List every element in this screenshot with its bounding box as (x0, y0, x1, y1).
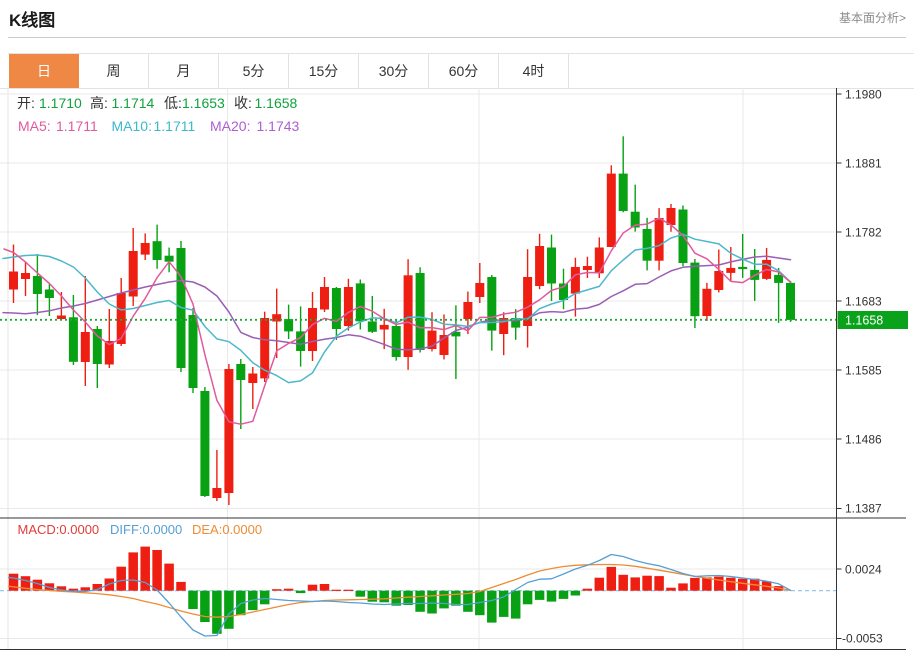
svg-text:0.0024: 0.0024 (845, 563, 882, 577)
svg-text:1.1486: 1.1486 (845, 433, 882, 447)
svg-text:1.1585: 1.1585 (845, 364, 882, 378)
svg-text:1.1980: 1.1980 (845, 87, 882, 101)
svg-text:1.1782: 1.1782 (845, 225, 882, 239)
svg-text:1.1658: 1.1658 (845, 314, 883, 328)
svg-text:1.1683: 1.1683 (845, 294, 882, 308)
svg-text:-0.0053: -0.0053 (842, 632, 883, 646)
svg-text:1.1881: 1.1881 (845, 156, 882, 170)
svg-text:1.1387: 1.1387 (845, 502, 882, 516)
